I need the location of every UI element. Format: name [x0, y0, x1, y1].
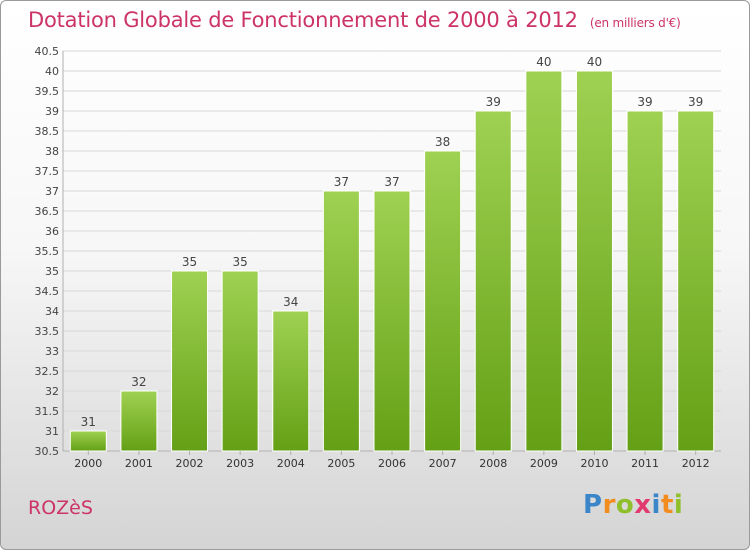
bar-value-label: 35 — [233, 255, 248, 269]
x-tick-label: 2000 — [74, 457, 102, 470]
y-tick-label: 32.5 — [35, 365, 60, 378]
bar — [373, 190, 411, 452]
proxiti-logo: Proxiti — [583, 490, 684, 520]
commune-name: ROZèS — [28, 497, 93, 519]
bar — [575, 70, 613, 452]
bar-value-label: 34 — [283, 295, 298, 309]
x-tick-label: 2010 — [580, 457, 608, 470]
bar-value-label: 38 — [435, 135, 450, 149]
x-tick-label: 2011 — [631, 457, 659, 470]
y-tick-label: 30.5 — [35, 445, 60, 458]
bar — [69, 430, 107, 452]
x-tick-label: 2008 — [479, 457, 507, 470]
x-tick-label: 2005 — [327, 457, 355, 470]
y-tick-label: 33 — [45, 345, 59, 358]
bar — [120, 390, 158, 452]
unit-label: (en milliers d'€) — [589, 16, 681, 30]
x-tick-label: 2006 — [378, 457, 406, 470]
bar — [171, 270, 209, 452]
bar — [525, 70, 563, 452]
bar-value-label: 35 — [182, 255, 197, 269]
x-tick-label: 2004 — [277, 457, 305, 470]
bar-value-label: 40 — [536, 55, 551, 69]
x-tick-label: 2012 — [682, 457, 710, 470]
bar — [626, 110, 664, 452]
y-tick-label: 35.5 — [35, 245, 60, 258]
bar — [221, 270, 259, 452]
y-tick-label: 34.5 — [35, 285, 60, 298]
bar-value-label: 39 — [688, 95, 703, 109]
bar-value-label: 37 — [384, 175, 399, 189]
y-tick-label: 40 — [45, 65, 59, 78]
bar-value-label: 31 — [81, 415, 96, 429]
y-tick-label: 31.5 — [35, 405, 60, 418]
y-tick-label: 38.5 — [35, 125, 60, 138]
x-tick-label: 2007 — [429, 457, 457, 470]
bar-value-label: 39 — [637, 95, 652, 109]
bar — [272, 310, 310, 452]
y-tick-label: 37 — [45, 185, 59, 198]
x-tick-label: 2003 — [226, 457, 254, 470]
chart-title: Dotation Globale de Fonctionnement de 20… — [28, 8, 681, 32]
title-text: Dotation Globale de Fonctionnement de 20… — [28, 8, 578, 32]
y-tick-label: 36 — [45, 225, 59, 238]
y-tick-label: 37.5 — [35, 165, 60, 178]
y-tick-label: 39.5 — [35, 85, 60, 98]
y-tick-label: 38 — [45, 145, 59, 158]
bar-value-label: 40 — [587, 55, 602, 69]
y-tick-label: 36.5 — [35, 205, 60, 218]
x-tick-label: 2001 — [125, 457, 153, 470]
bar — [474, 110, 512, 452]
bar-value-label: 37 — [334, 175, 349, 189]
y-tick-label: 35 — [45, 265, 59, 278]
bar-value-label: 39 — [486, 95, 501, 109]
y-tick-label: 39 — [45, 105, 59, 118]
bar — [677, 110, 715, 452]
y-tick-label: 40.5 — [35, 45, 60, 58]
y-tick-label: 32 — [45, 385, 59, 398]
x-tick-label: 2002 — [176, 457, 204, 470]
x-tick-label: 2009 — [530, 457, 558, 470]
y-tick-label: 34 — [45, 305, 59, 318]
bar — [424, 150, 462, 452]
bar-value-label: 32 — [131, 375, 146, 389]
y-tick-label: 31 — [45, 425, 59, 438]
bar — [322, 190, 360, 452]
y-tick-label: 33.5 — [35, 325, 60, 338]
